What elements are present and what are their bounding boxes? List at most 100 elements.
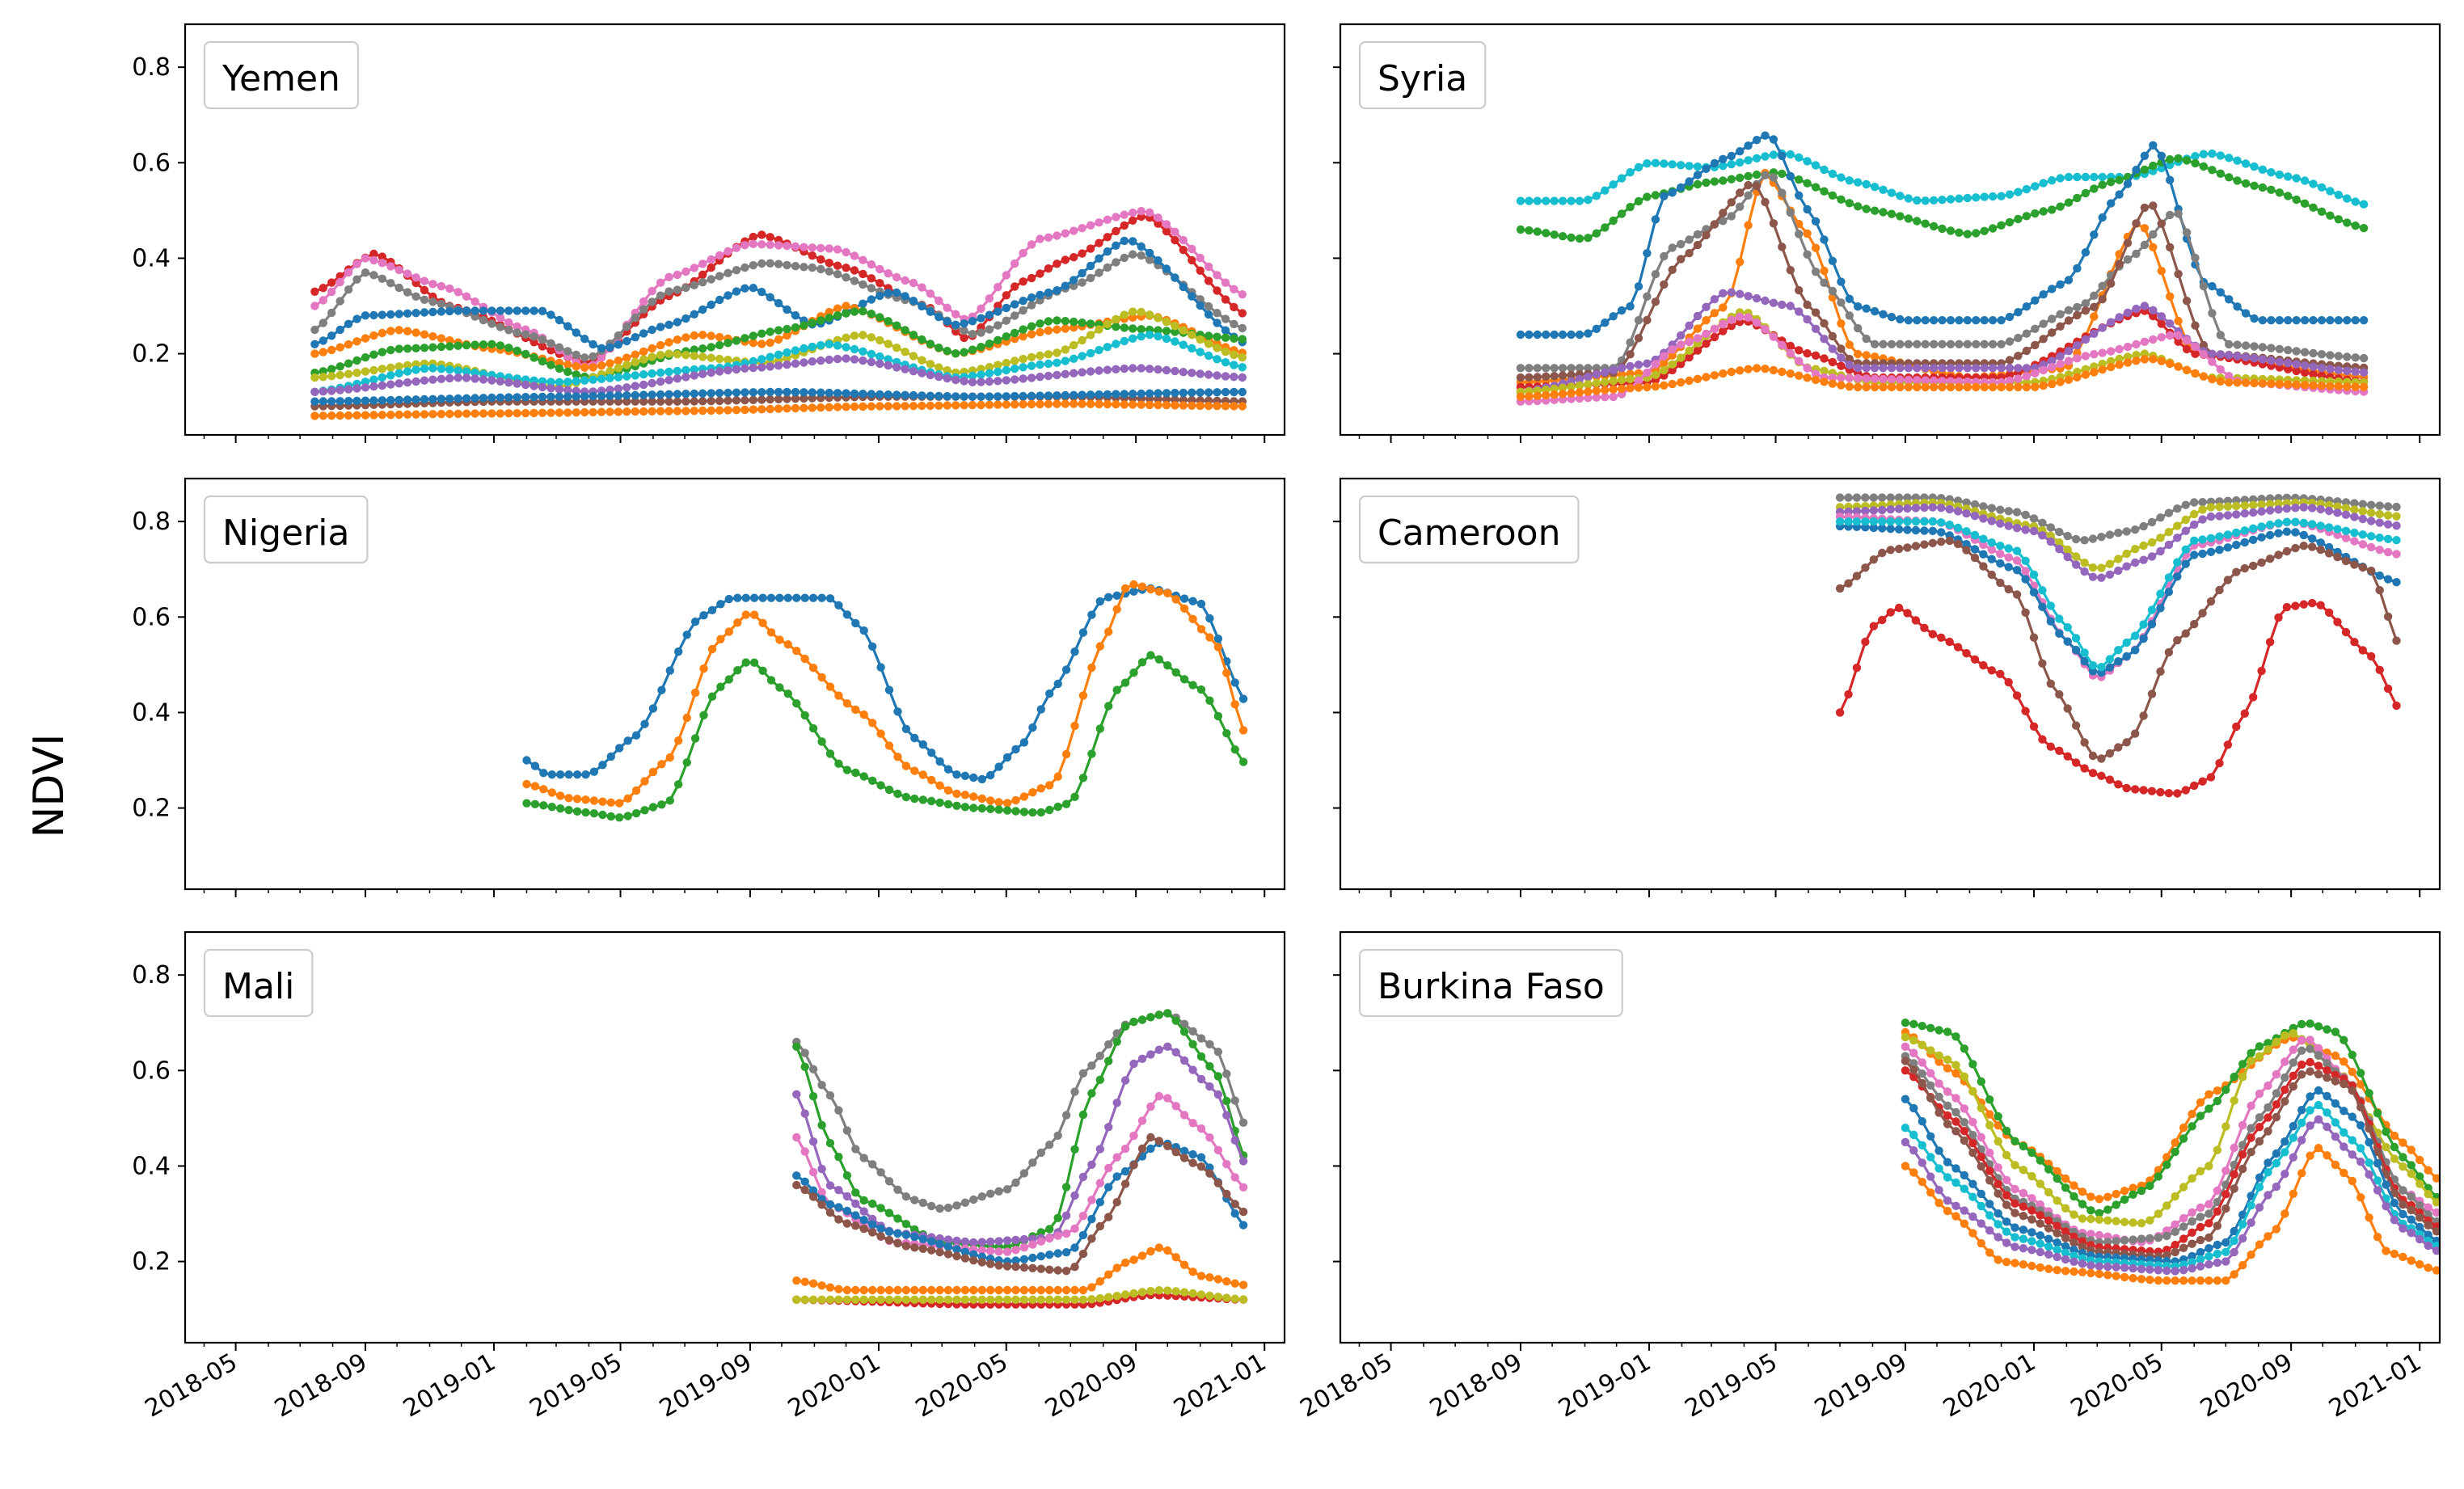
data-point bbox=[943, 373, 951, 383]
data-point bbox=[1129, 209, 1137, 217]
data-point bbox=[1044, 233, 1053, 242]
data-point bbox=[2044, 1250, 2053, 1259]
data-point bbox=[1685, 346, 1694, 355]
data-point bbox=[1010, 328, 1019, 338]
data-point bbox=[2206, 547, 2216, 556]
data-point bbox=[1660, 280, 1669, 289]
data-point bbox=[808, 388, 816, 397]
data-point bbox=[2255, 1183, 2264, 1192]
data-point bbox=[985, 325, 994, 334]
data-point bbox=[2383, 612, 2393, 621]
data-point bbox=[1854, 178, 1863, 187]
data-point bbox=[2081, 306, 2091, 315]
data-point bbox=[2114, 743, 2123, 752]
x-tick-label: 2019-05 bbox=[1680, 1348, 1782, 1424]
data-point bbox=[698, 331, 707, 340]
data-point bbox=[1525, 364, 1534, 373]
data-point bbox=[2196, 1247, 2205, 1257]
data-point bbox=[1943, 1027, 1952, 1036]
data-point bbox=[1845, 340, 1854, 349]
data-point bbox=[2174, 362, 2183, 371]
data-point bbox=[1163, 1286, 1172, 1295]
data-point bbox=[2154, 1276, 2163, 1285]
data-point bbox=[1179, 1056, 1189, 1065]
data-point bbox=[1575, 381, 1584, 390]
data-point bbox=[521, 393, 530, 402]
data-point bbox=[2399, 1138, 2407, 1147]
data-point bbox=[1095, 1075, 1105, 1085]
data-point bbox=[2308, 598, 2317, 608]
data-point bbox=[2156, 667, 2165, 676]
data-point bbox=[1036, 327, 1044, 337]
data-point bbox=[1575, 196, 1584, 205]
data-point bbox=[1946, 226, 1956, 235]
data-point bbox=[319, 387, 327, 396]
data-point bbox=[2299, 542, 2308, 550]
data-point bbox=[2309, 179, 2318, 188]
data-point bbox=[1129, 1017, 1138, 1027]
data-point bbox=[825, 267, 833, 276]
data-point bbox=[1693, 311, 1702, 321]
data-point bbox=[1811, 268, 1821, 276]
data-point bbox=[1010, 356, 1019, 365]
data-point bbox=[2149, 355, 2158, 364]
data-point bbox=[2098, 180, 2107, 189]
data-point bbox=[1044, 399, 1053, 408]
data-point bbox=[2019, 1260, 2028, 1269]
data-point bbox=[1238, 1183, 1248, 1192]
data-point bbox=[1980, 382, 1989, 392]
data-point bbox=[665, 397, 673, 406]
data-point bbox=[2196, 1111, 2205, 1120]
data-point bbox=[698, 259, 707, 268]
data-point bbox=[985, 362, 994, 372]
data-point bbox=[1205, 633, 1214, 642]
series-path bbox=[1904, 1117, 2437, 1273]
data-point bbox=[1154, 587, 1164, 596]
data-point bbox=[665, 338, 673, 347]
data-point bbox=[851, 1145, 860, 1154]
data-point bbox=[2407, 1192, 2415, 1201]
x-tick-label: 2019-09 bbox=[1810, 1348, 1912, 1424]
data-point bbox=[2255, 1123, 2264, 1132]
data-point bbox=[1558, 196, 1567, 205]
data-point bbox=[378, 310, 386, 319]
data-point bbox=[2004, 584, 2013, 594]
data-point bbox=[2056, 360, 2065, 369]
data-point bbox=[1845, 311, 1854, 320]
data-point bbox=[716, 600, 725, 609]
data-point bbox=[2215, 532, 2224, 541]
data-point bbox=[2292, 380, 2301, 390]
data-point bbox=[1086, 319, 1095, 328]
data-point bbox=[1926, 1081, 1935, 1090]
data-point bbox=[1938, 316, 1947, 325]
data-point bbox=[749, 363, 757, 373]
data-point bbox=[2341, 627, 2351, 637]
data-point bbox=[1036, 391, 1044, 400]
data-point bbox=[1179, 604, 1189, 613]
data-point bbox=[875, 390, 884, 399]
data-point bbox=[2174, 331, 2183, 340]
data-point bbox=[884, 361, 892, 370]
data-point bbox=[1036, 290, 1044, 299]
data-point bbox=[2407, 1161, 2415, 1170]
data-point bbox=[960, 377, 968, 386]
data-point bbox=[2182, 344, 2192, 354]
data-point bbox=[1112, 591, 1121, 600]
data-point bbox=[639, 407, 648, 416]
data-point bbox=[597, 344, 606, 352]
data-point bbox=[1928, 630, 1937, 639]
data-point bbox=[1710, 324, 1719, 334]
data-point bbox=[2264, 1039, 2272, 1048]
data-point bbox=[2188, 1263, 2196, 1273]
data-point bbox=[1584, 394, 1593, 403]
data-point bbox=[715, 406, 724, 415]
data-point bbox=[1162, 389, 1171, 398]
data-point bbox=[1230, 745, 1239, 754]
data-point bbox=[2249, 508, 2258, 517]
data-point bbox=[1951, 1127, 1960, 1136]
data-point bbox=[1061, 1111, 1071, 1120]
data-point bbox=[1095, 1293, 1105, 1303]
data-point bbox=[2300, 348, 2310, 356]
data-point bbox=[386, 310, 395, 319]
data-point bbox=[2132, 304, 2141, 314]
